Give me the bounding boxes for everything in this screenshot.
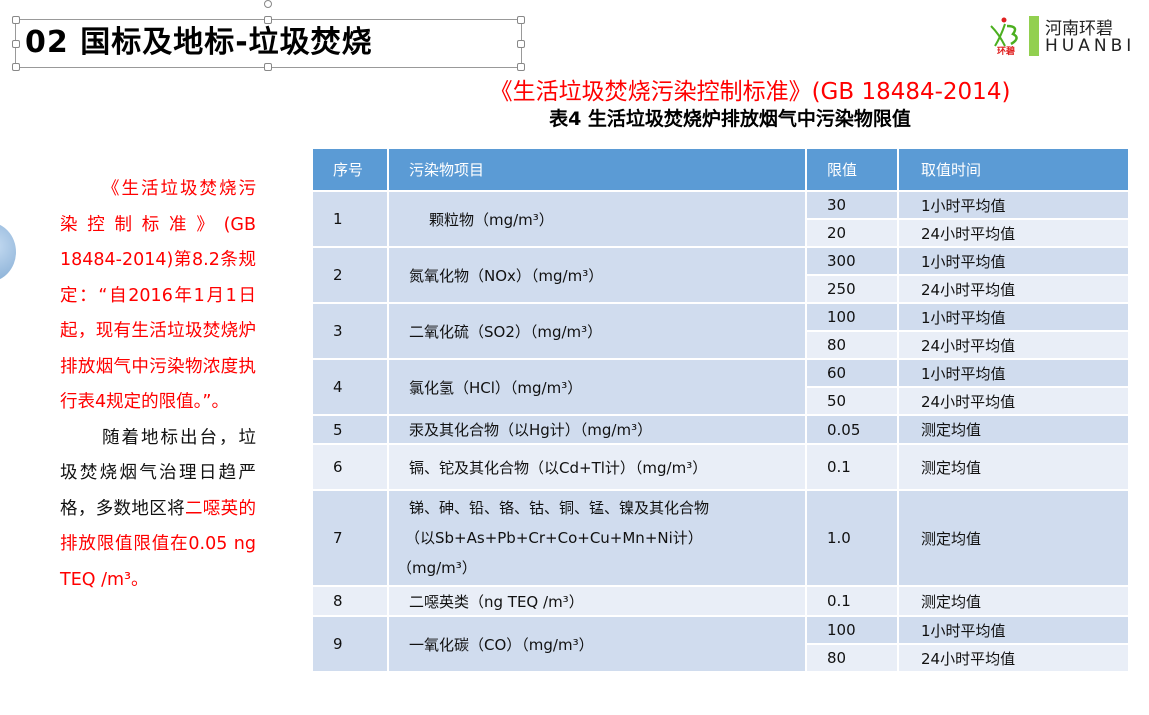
resize-handle[interactable] bbox=[12, 16, 20, 24]
cell-item: 氮氧化物（NOx）（mg/m³） bbox=[387, 246, 807, 304]
table-row: 4 氯化氢（HCl）（mg/m³） 60 1小时平均值 bbox=[311, 358, 1130, 416]
cell-item: 汞及其化合物（以Hg计）（mg/m³） bbox=[387, 414, 807, 445]
cell-time: 1小时平均值 bbox=[897, 302, 1130, 332]
cell-time: 1小时平均值 bbox=[897, 358, 1130, 388]
cell-item-line: （以Sb+As+Pb+Cr+Co+Cu+Mn+Ni计） bbox=[405, 529, 703, 547]
cell-item-line: （mg/m³） bbox=[397, 559, 477, 577]
cell-item: 二氧化硫（SO2）（mg/m³） bbox=[387, 302, 807, 360]
table-header: 序号 污染物项目 限值 取值时间 bbox=[311, 147, 1130, 192]
cell-limit: 300 bbox=[805, 246, 899, 276]
cell-time: 测定均值 bbox=[897, 585, 1130, 617]
table-title: 表4 生活垃圾焚烧炉排放烟气中污染物限值 bbox=[549, 108, 911, 130]
cell-time: 1小时平均值 bbox=[897, 246, 1130, 276]
cell-no: 9 bbox=[311, 615, 389, 673]
pollutant-limits-table: 序号 污染物项目 限值 取值时间 1 颗粒物（mg/m³） 30 1小时平均值 20 24… bbox=[311, 147, 1130, 673]
cell-item: 锑、砷、铅、铬、钴、铜、锰、镍及其化合物 （以Sb+As+Pb+Cr+Co+Cu+… bbox=[387, 489, 807, 587]
table-row: 20 24小时平均值 bbox=[312, 218, 1130, 248]
cell-no: 5 bbox=[311, 414, 389, 445]
cell-item: 氯化氢（HCl）（mg/m³） bbox=[387, 358, 807, 416]
logo-bar bbox=[1029, 16, 1039, 56]
header-item: 污染物项目 bbox=[387, 147, 807, 192]
resize-handle[interactable] bbox=[517, 63, 525, 71]
table-row: 80 24小时平均值 bbox=[312, 330, 1130, 360]
cell-item: 颗粒物（mg/m³） bbox=[387, 190, 807, 248]
company-logo: 环碧 河南环碧 HUANBI bbox=[985, 14, 1145, 58]
cell-limit: 30 bbox=[805, 190, 899, 220]
cell-limit: 20 bbox=[805, 218, 899, 248]
table-row: 3 二氧化硫（SO2）（mg/m³） 100 1小时平均值 bbox=[311, 302, 1130, 360]
logo-cn: 河南环碧 bbox=[1045, 19, 1113, 39]
table-row: 80 24小时平均值 bbox=[312, 643, 1130, 673]
header-limit: 限值 bbox=[805, 147, 899, 192]
cell-item: 二噁英类（ng TEQ /m³） bbox=[387, 585, 807, 617]
cell-time: 24小时平均值 bbox=[897, 218, 1130, 248]
cell-time: 24小时平均值 bbox=[897, 386, 1130, 416]
table-row: 7 锑、砷、铅、铬、钴、铜、锰、镍及其化合物 （以Sb+As+Pb+Cr+Co+Cu… bbox=[311, 489, 1130, 587]
table-row: 2 氮氧化物（NOx）（mg/m³） 300 1小时平均值 bbox=[311, 246, 1130, 304]
cell-time: 测定均值 bbox=[897, 443, 1130, 491]
rotate-handle[interactable] bbox=[264, 0, 272, 8]
table-row: 250 24小时平均值 bbox=[312, 274, 1130, 304]
cell-time: 24小时平均值 bbox=[897, 274, 1130, 304]
resize-handle[interactable] bbox=[12, 40, 20, 48]
cell-limit: 80 bbox=[805, 643, 899, 673]
cell-item: 一氧化碳（CO）（mg/m³） bbox=[387, 615, 807, 673]
cell-limit: 1.0 bbox=[805, 489, 899, 587]
logo-mark-icon: 环碧 bbox=[990, 17, 1018, 56]
standard-title: 《生活垃圾焚烧污染控制标准》(GB 18484-2014) bbox=[489, 79, 1011, 105]
cell-item-line: 锑、砷、铅、铬、钴、铜、锰、镍及其化合物 bbox=[409, 499, 710, 517]
table-row: 5 汞及其化合物（以Hg计）（mg/m³） 0.05 测定均值 bbox=[311, 414, 1130, 445]
side-para-1: 《生活垃圾焚烧污染控制标准》(GB 18484-2014)第8.2条规定：“自2… bbox=[60, 179, 256, 412]
logo-en: HUANBI bbox=[1045, 36, 1136, 56]
cell-limit: 80 bbox=[805, 330, 899, 360]
cell-no: 3 bbox=[311, 302, 389, 360]
cell-time: 测定均值 bbox=[897, 489, 1130, 587]
cell-item: 镉、铊及其化合物（以Cd+Tl计）（mg/m³） bbox=[387, 443, 807, 491]
table-row: 6 镉、铊及其化合物（以Cd+Tl计）（mg/m³） 0.1 测定均值 bbox=[311, 443, 1130, 491]
cell-limit: 0.1 bbox=[805, 585, 899, 617]
side-para-2-highlight: 二噁英的排放限值限值在0.05 ng TEQ /m³。 bbox=[60, 498, 257, 590]
cell-time: 24小时平均值 bbox=[897, 330, 1130, 360]
cell-limit: 100 bbox=[805, 302, 899, 332]
resize-handle[interactable] bbox=[264, 16, 272, 24]
cell-no: 6 bbox=[311, 443, 389, 491]
cell-no: 8 bbox=[311, 585, 389, 617]
cell-limit: 50 bbox=[805, 386, 899, 416]
side-text: 《生活垃圾焚烧污染控制标准》(GB 18484-2014)第8.2条规定：“自2… bbox=[60, 172, 256, 598]
cell-limit: 60 bbox=[805, 358, 899, 388]
cell-limit: 100 bbox=[805, 615, 899, 645]
cell-limit: 250 bbox=[805, 274, 899, 304]
cell-time: 测定均值 bbox=[897, 414, 1130, 445]
resize-handle[interactable] bbox=[517, 16, 525, 24]
resize-handle[interactable] bbox=[517, 40, 525, 48]
svg-text:环碧: 环碧 bbox=[997, 45, 1015, 56]
resize-handle[interactable] bbox=[12, 63, 20, 71]
cell-no: 1 bbox=[311, 190, 389, 248]
cell-time: 24小时平均值 bbox=[897, 643, 1130, 673]
title-selection-box[interactable] bbox=[12, 0, 525, 71]
cell-no: 4 bbox=[311, 358, 389, 416]
cell-no: 2 bbox=[311, 246, 389, 304]
cell-time: 1小时平均值 bbox=[897, 190, 1130, 220]
header-no: 序号 bbox=[311, 147, 389, 192]
cell-limit: 0.05 bbox=[805, 414, 899, 445]
cell-limit: 0.1 bbox=[805, 443, 899, 491]
header-time: 取值时间 bbox=[897, 147, 1130, 192]
table-row: 1 颗粒物（mg/m³） 30 1小时平均值 bbox=[311, 190, 1130, 248]
cell-time: 1小时平均值 bbox=[897, 615, 1130, 645]
decorative-circle bbox=[0, 222, 16, 282]
table-row: 9 一氧化碳（CO）（mg/m³） 100 1小时平均值 bbox=[311, 615, 1130, 673]
table-row: 8 二噁英类（ng TEQ /m³） 0.1 测定均值 bbox=[311, 585, 1130, 617]
slide-title: 02 国标及地标-垃圾焚烧 bbox=[25, 25, 373, 60]
resize-handle[interactable] bbox=[264, 63, 272, 71]
side-para-2: 随着地标出台，垃圾焚烧烟气治理日趋严格，多数地区将 bbox=[60, 427, 256, 519]
cell-no: 7 bbox=[311, 489, 389, 587]
table-row: 50 24小时平均值 bbox=[312, 386, 1130, 416]
